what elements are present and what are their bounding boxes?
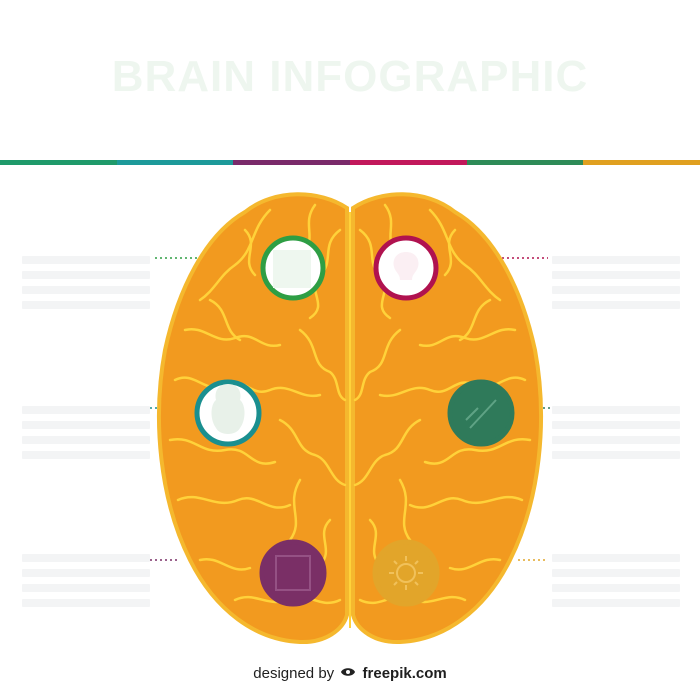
circle-bottom-right	[372, 539, 440, 607]
text-line	[552, 569, 680, 577]
text-line	[552, 599, 680, 607]
text-line	[552, 256, 680, 264]
text-line	[552, 421, 680, 429]
text-line	[22, 301, 150, 309]
stripe-segment	[233, 160, 351, 165]
stripe-segment	[350, 160, 467, 165]
text-line	[22, 599, 150, 607]
text-line	[552, 554, 680, 562]
circle-top-left	[260, 235, 326, 301]
text-block-top-right	[552, 250, 680, 316]
text-line	[552, 271, 680, 279]
text-line	[552, 451, 680, 459]
text-block-top-left	[22, 250, 150, 316]
bulb-icon	[393, 252, 419, 280]
circle-mid-right	[447, 379, 515, 447]
text-line	[22, 451, 150, 459]
color-stripe-divider	[0, 160, 700, 165]
text-line	[22, 421, 150, 429]
credit-line: designed by freepik.com	[0, 665, 700, 682]
stripe-segment	[0, 160, 117, 165]
text-line	[552, 584, 680, 592]
text-line	[552, 301, 680, 309]
freepik-logo-icon	[340, 665, 356, 677]
text-block-mid-right	[552, 400, 680, 466]
head-icon	[211, 384, 245, 434]
text-line	[22, 406, 150, 414]
text-line	[22, 584, 150, 592]
text-line	[22, 554, 150, 562]
text-block-mid-left	[22, 400, 150, 466]
text-line	[552, 286, 680, 294]
page-title: BRAIN INFOGRAPHIC	[111, 52, 589, 101]
text-line	[22, 256, 150, 264]
text-line	[22, 569, 150, 577]
brain-folds	[168, 203, 532, 605]
gear-icon	[389, 556, 423, 590]
circle-bottom-left	[259, 539, 327, 607]
text-line	[552, 406, 680, 414]
text-line	[22, 436, 150, 444]
stripe-segment	[583, 160, 700, 165]
book-icon	[275, 555, 311, 591]
chart-icon	[465, 399, 497, 429]
text-block-bottom-left	[22, 548, 150, 614]
text-line	[552, 436, 680, 444]
stripe-segment	[466, 160, 584, 165]
text-line	[22, 271, 150, 279]
circle-top-right	[373, 235, 439, 301]
circle-mid-left	[194, 379, 262, 447]
brain-right-hemisphere	[351, 192, 543, 645]
stripe-segment	[116, 160, 234, 165]
credit-prefix: designed by	[253, 665, 335, 682]
square-icon	[273, 250, 311, 288]
text-block-bottom-right	[552, 548, 680, 614]
text-line	[22, 286, 150, 294]
credit-brand[interactable]: freepik.com	[362, 665, 447, 682]
